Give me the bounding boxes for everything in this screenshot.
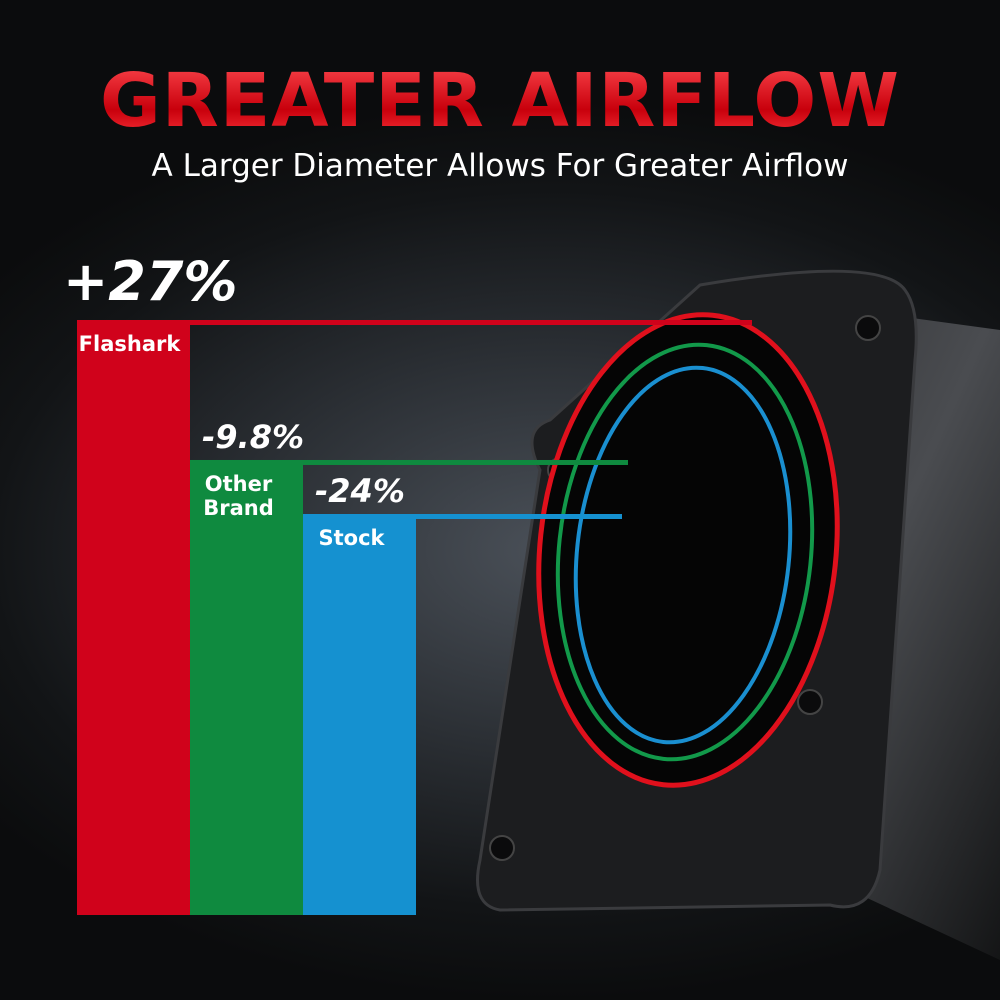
ring-stock: [573, 365, 793, 745]
category-label-stock: Stock: [318, 526, 385, 550]
ring-flashark: [536, 312, 840, 788]
value-label-other-brand: -9.8%: [202, 418, 304, 456]
leader-line-flashark: [77, 320, 752, 325]
category-label-flashark: Flashark: [79, 332, 182, 356]
bolt-hole: [489, 835, 515, 861]
leader-line-other-brand: [190, 459, 628, 465]
bolt-hole: [855, 315, 881, 341]
category-label-other-brand: Other: [205, 472, 273, 496]
bar-flashark: [77, 320, 190, 915]
bar-other-brand: [190, 459, 303, 915]
subheadline: A Larger Diameter Allows For Greater Air…: [151, 148, 849, 184]
bolt-hole: [797, 689, 823, 715]
bar-stock: [303, 514, 416, 915]
value-label-stock: -24%: [315, 472, 405, 510]
ring-other-brand: [555, 342, 815, 762]
leader-line-stock: [303, 514, 622, 519]
headline: GREATER AIRFLOW: [0, 58, 1000, 144]
category-label-other-brand: Brand: [203, 496, 274, 520]
value-label-flashark: +27%: [63, 250, 238, 313]
